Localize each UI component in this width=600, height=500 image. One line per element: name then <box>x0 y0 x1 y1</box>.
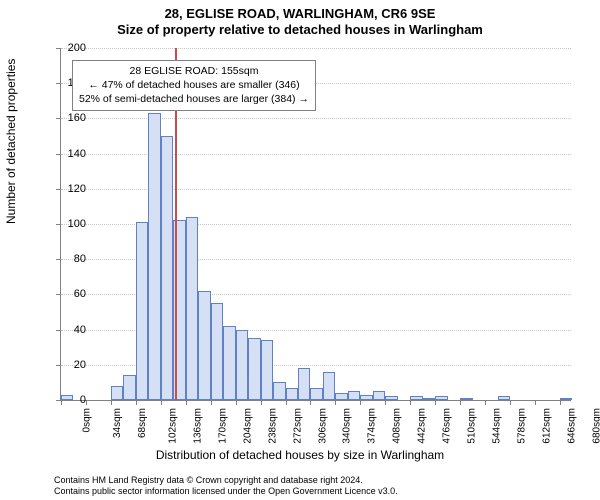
x-tick-mark <box>560 400 561 405</box>
x-tick-label: 646sqm <box>567 408 578 444</box>
y-axis-label: Number of detached properties <box>4 59 18 224</box>
histogram-bar <box>298 368 310 400</box>
histogram-bar <box>385 396 397 400</box>
x-tick-mark <box>136 400 137 405</box>
histogram-bar <box>435 396 447 400</box>
footer-attribution: Contains HM Land Registry data © Crown c… <box>54 475 398 498</box>
x-tick-label: 510sqm <box>467 408 478 444</box>
x-tick-mark <box>261 400 262 405</box>
annotation-line2: ← 47% of detached houses are smaller (34… <box>79 78 309 92</box>
x-axis-label: Distribution of detached houses by size … <box>0 448 600 462</box>
histogram-bar <box>123 375 135 400</box>
histogram-bar <box>236 330 248 400</box>
footer-line2: Contains public sector information licen… <box>54 486 398 497</box>
x-tick-label: 34sqm <box>112 408 123 438</box>
y-tick-label: 100 <box>46 218 86 230</box>
y-tick-label: 0 <box>46 394 86 406</box>
x-tick-label: 136sqm <box>192 408 203 444</box>
gridline <box>61 189 571 190</box>
annotation-line1: 28 EGLISE ROAD: 155sqm <box>79 64 309 78</box>
x-tick-mark <box>335 400 336 405</box>
x-tick-label: 102sqm <box>167 408 178 444</box>
x-tick-mark <box>535 400 536 405</box>
y-tick-label: 140 <box>46 148 86 160</box>
x-tick-label: 442sqm <box>417 408 428 444</box>
y-tick-label: 40 <box>46 324 86 336</box>
histogram-bar <box>323 372 335 400</box>
histogram-bar <box>211 303 223 400</box>
x-tick-label: 272sqm <box>292 408 303 444</box>
histogram-bar <box>223 326 235 400</box>
y-tick-label: 160 <box>46 112 86 124</box>
y-tick-label: 80 <box>46 253 86 265</box>
x-tick-label: 306sqm <box>317 408 328 444</box>
histogram-bar <box>310 388 322 400</box>
y-tick-label: 120 <box>46 183 86 195</box>
x-tick-mark <box>186 400 187 405</box>
x-tick-mark <box>460 400 461 405</box>
x-tick-label: 238sqm <box>267 408 278 444</box>
gridline <box>61 48 571 49</box>
histogram-bar <box>560 398 572 400</box>
histogram-bar <box>410 396 422 400</box>
histogram-bar <box>348 391 360 400</box>
histogram-bar <box>186 217 198 400</box>
x-tick-mark <box>435 400 436 405</box>
x-tick-mark <box>360 400 361 405</box>
x-tick-label: 408sqm <box>392 408 403 444</box>
histogram-bar <box>273 382 285 400</box>
x-tick-mark <box>161 400 162 405</box>
x-tick-mark <box>286 400 287 405</box>
title-line1: 28, EGLISE ROAD, WARLINGHAM, CR6 9SE <box>0 6 600 21</box>
gridline <box>61 154 571 155</box>
x-tick-label: 204sqm <box>242 408 253 444</box>
x-tick-mark <box>310 400 311 405</box>
histogram-bar <box>335 393 347 400</box>
histogram-bar <box>161 136 173 400</box>
annotation-line3: 52% of semi-detached houses are larger (… <box>79 92 309 106</box>
title-line2: Size of property relative to detached ho… <box>0 22 600 37</box>
x-tick-label: 578sqm <box>517 408 528 444</box>
histogram-bar <box>198 291 210 400</box>
x-tick-mark <box>211 400 212 405</box>
x-tick-label: 544sqm <box>492 408 503 444</box>
histogram-bar <box>498 396 510 400</box>
x-tick-mark <box>385 400 386 405</box>
annotation-box: 28 EGLISE ROAD: 155sqm← 47% of detached … <box>72 60 316 111</box>
footer-line1: Contains HM Land Registry data © Crown c… <box>54 475 398 486</box>
histogram-bar <box>423 398 435 400</box>
histogram-bar <box>136 222 148 400</box>
x-tick-label: 68sqm <box>137 408 148 438</box>
x-tick-mark <box>236 400 237 405</box>
x-tick-label: 170sqm <box>217 408 228 444</box>
x-tick-label: 340sqm <box>342 408 353 444</box>
x-tick-label: 612sqm <box>542 408 553 444</box>
x-tick-mark <box>86 400 87 405</box>
histogram-bar <box>460 398 472 400</box>
x-tick-mark <box>510 400 511 405</box>
y-tick-label: 20 <box>46 359 86 371</box>
x-tick-mark <box>410 400 411 405</box>
histogram-bar <box>111 386 123 400</box>
x-tick-label: 374sqm <box>367 408 378 444</box>
histogram-bar <box>248 338 260 400</box>
histogram-bar <box>148 113 160 400</box>
histogram-bar <box>360 395 372 400</box>
y-tick-label: 200 <box>46 42 86 54</box>
histogram-bar <box>261 340 273 400</box>
gridline <box>61 118 571 119</box>
histogram-bar <box>286 388 298 400</box>
x-tick-label: 0sqm <box>81 408 92 432</box>
y-tick-label: 60 <box>46 288 86 300</box>
histogram-bar <box>373 391 385 400</box>
chart-container: 28, EGLISE ROAD, WARLINGHAM, CR6 9SE Siz… <box>0 0 600 500</box>
x-tick-label: 680sqm <box>592 408 600 444</box>
x-tick-label: 476sqm <box>442 408 453 444</box>
x-tick-mark <box>485 400 486 405</box>
x-tick-mark <box>111 400 112 405</box>
